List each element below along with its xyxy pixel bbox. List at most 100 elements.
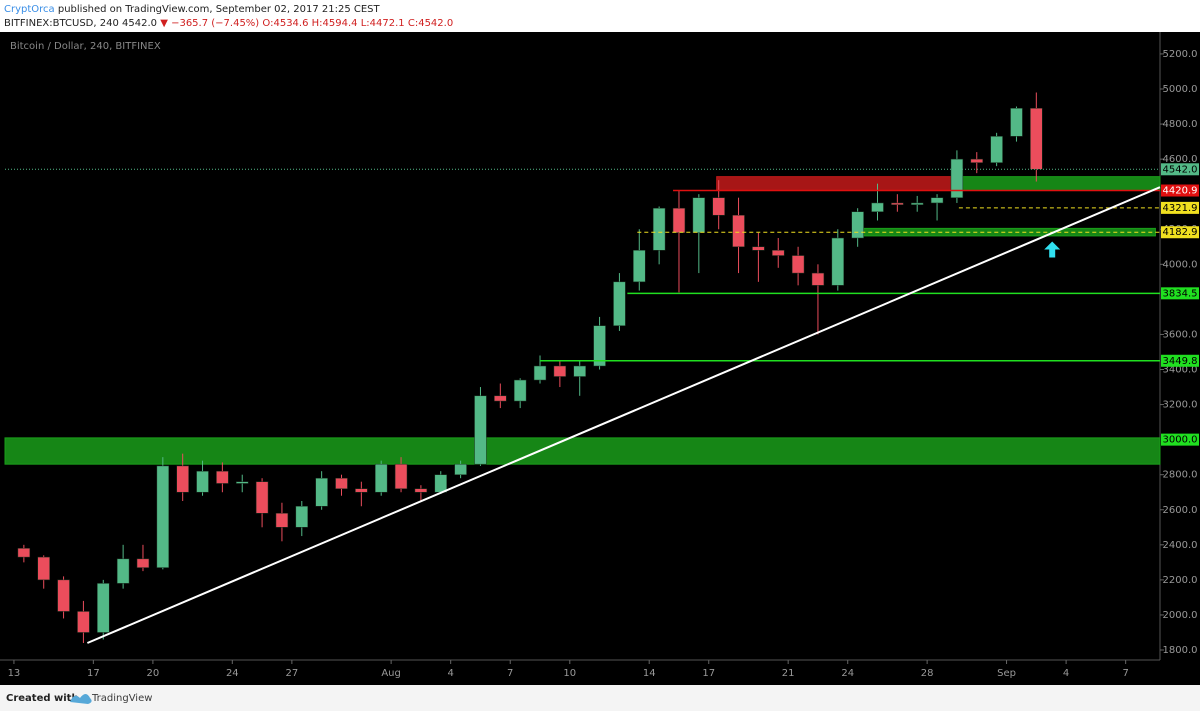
candle-body <box>17 548 31 558</box>
candle-body <box>374 463 388 493</box>
candle-body <box>811 272 825 286</box>
candle-body <box>196 470 209 493</box>
x-tick-label: 17 <box>87 668 100 679</box>
x-tick-label: 28 <box>921 668 934 679</box>
change: ▼ −365.7 (−7.45%) <box>160 18 259 29</box>
x-tick-label: 24 <box>841 668 854 679</box>
y-tick-label: 2400.0 <box>1163 540 1198 551</box>
close: C:4542.0 <box>408 18 453 29</box>
author: CryptOrca <box>4 4 55 15</box>
candle-body <box>454 463 467 475</box>
candle-body <box>752 246 765 251</box>
candle-body <box>851 211 864 239</box>
x-tick-label: 7 <box>1122 668 1128 679</box>
candle-body <box>176 465 189 493</box>
y-tick-label: 4800.0 <box>1163 119 1198 130</box>
candle-body <box>573 365 586 377</box>
y-tick-label: 5000.0 <box>1163 84 1198 95</box>
candle-body <box>732 214 745 248</box>
candle-body <box>236 481 249 484</box>
x-tick-label: 27 <box>285 668 298 679</box>
candle-body <box>414 488 428 493</box>
x-tick-label: 13 <box>8 668 21 679</box>
y-tick-label: 2000.0 <box>1163 610 1198 621</box>
x-tick-label: 14 <box>643 668 656 679</box>
y-tick-label: 3400.0 <box>1163 365 1198 376</box>
level-label-box <box>1161 226 1199 239</box>
candle-body <box>394 463 408 489</box>
footer-created: Created with <box>6 693 79 704</box>
x-tick-label: 17 <box>702 668 715 679</box>
footer-bar <box>0 685 1200 711</box>
candle-body <box>891 202 904 205</box>
x-tick-label: 21 <box>782 668 795 679</box>
candle-body <box>37 556 50 581</box>
zone <box>4 437 1161 465</box>
y-tick-label: 1800.0 <box>1163 645 1198 656</box>
zone <box>716 176 960 192</box>
level-label-box <box>1161 201 1199 214</box>
y-tick-label: 2800.0 <box>1163 470 1198 481</box>
x-tick-label: 7 <box>507 668 513 679</box>
candle-body <box>1030 108 1043 170</box>
candle-body <box>434 474 447 493</box>
candle-body <box>116 558 130 584</box>
level-label-box <box>1161 354 1199 367</box>
candle-body <box>255 481 269 514</box>
level-label-box <box>1161 163 1199 176</box>
x-tick-label: Aug <box>381 668 401 679</box>
candle-body <box>772 250 785 256</box>
y-tick-label: 2200.0 <box>1163 575 1198 586</box>
last: 4542.0 <box>122 18 157 29</box>
trendline <box>86 186 1161 644</box>
tv-logo <box>70 694 92 704</box>
candle-body <box>315 477 328 507</box>
x-tick-label: 4 <box>1063 668 1069 679</box>
candle-body <box>672 207 686 234</box>
header-bar <box>0 0 1200 32</box>
x-tick-label: 24 <box>226 668 239 679</box>
candle-body <box>335 477 348 489</box>
level-label: 4542.0 <box>1163 164 1198 175</box>
candle-body <box>474 395 487 465</box>
level-label-box <box>1161 287 1199 300</box>
candle-body <box>652 207 666 251</box>
y-tick-label: 3200.0 <box>1163 400 1198 411</box>
candle-body <box>57 579 70 612</box>
candle-body <box>950 158 964 198</box>
candle-body <box>831 237 845 286</box>
candle-body <box>216 470 229 484</box>
arrow <box>1044 241 1061 258</box>
level-label: 3834.5 <box>1163 288 1198 299</box>
candle-body <box>1010 108 1023 137</box>
candle-body <box>712 197 725 216</box>
level-label: 3000.0 <box>1163 435 1198 446</box>
candle-body <box>136 558 150 568</box>
candle-body <box>633 250 646 283</box>
candle-body <box>97 583 110 633</box>
level-label: 4182.9 <box>1163 227 1198 238</box>
y-tick-label: 4000.0 <box>1163 259 1198 270</box>
x-tick-label: Sep <box>997 668 1016 679</box>
candle-body <box>355 488 368 493</box>
candle-body <box>970 158 983 163</box>
level-label: 3449.8 <box>1163 356 1198 367</box>
published: published on TradingView.com, September … <box>58 4 381 15</box>
quote-line: BITFINEX:BTCUSD, 240 4542.0 ▼ −365.7 (−7… <box>4 18 453 29</box>
x-tick-label: 20 <box>147 668 160 679</box>
candle-body <box>911 202 924 205</box>
y-tick-label: 5200.0 <box>1163 49 1198 60</box>
candle-body <box>613 281 626 326</box>
candle-body <box>791 255 805 274</box>
candle-body <box>275 513 289 528</box>
header-line: CryptOrca published on TradingView.com, … <box>4 4 381 15</box>
level-label-box <box>1161 184 1199 197</box>
level-label: 4420.9 <box>1163 186 1198 197</box>
y-tick-label: 4600.0 <box>1163 154 1198 165</box>
y-tick-label: 2600.0 <box>1163 505 1198 516</box>
footer-brand: TradingView <box>91 693 152 704</box>
candle-body <box>494 395 507 402</box>
x-tick-label: 10 <box>563 668 576 679</box>
